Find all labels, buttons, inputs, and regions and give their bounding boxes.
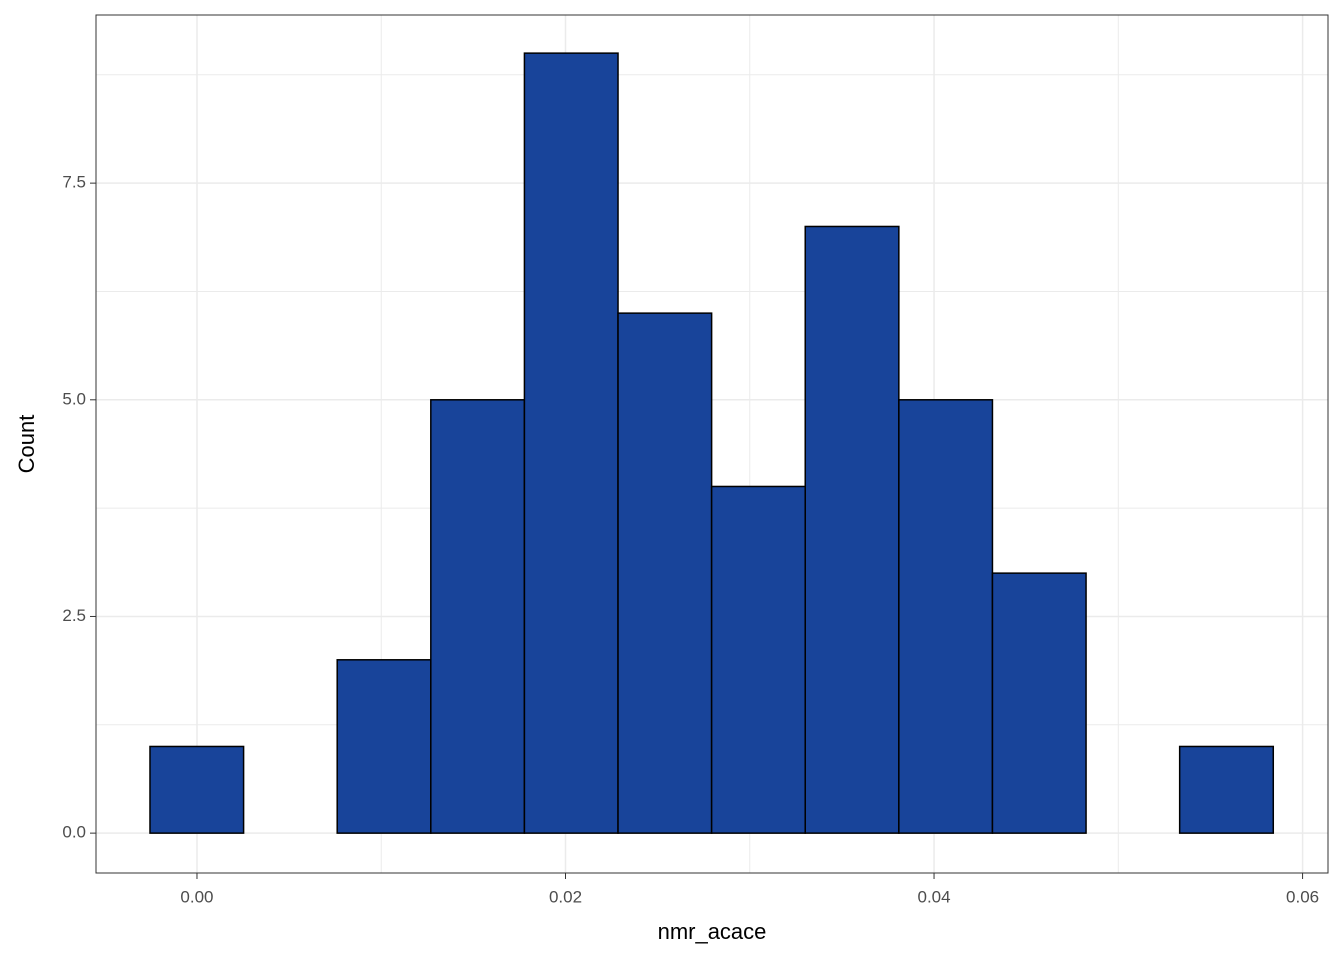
- bar: [149, 745, 245, 834]
- bar: [523, 52, 619, 834]
- y-tick-label: 7.5: [62, 173, 86, 192]
- bar: [1178, 745, 1275, 834]
- bar: [617, 312, 713, 834]
- y-tick-label: 5.0: [62, 389, 86, 408]
- x-tick-label: 0.04: [917, 887, 950, 906]
- bar: [991, 572, 1087, 834]
- bar: [804, 225, 900, 834]
- x-tick-label: 0.02: [549, 887, 582, 906]
- bar: [430, 399, 526, 834]
- x-tick-label: 0.06: [1286, 887, 1319, 906]
- y-axis-title: Count: [14, 415, 39, 474]
- bar: [710, 485, 806, 834]
- x-axis-title: nmr_acace: [658, 919, 767, 944]
- y-tick-label: 0.0: [62, 823, 86, 842]
- bar: [336, 659, 432, 834]
- panel-border: [95, 14, 1329, 874]
- bar: [898, 399, 994, 834]
- x-tick-label: 0.00: [180, 887, 213, 906]
- y-tick-label: 2.5: [62, 606, 86, 625]
